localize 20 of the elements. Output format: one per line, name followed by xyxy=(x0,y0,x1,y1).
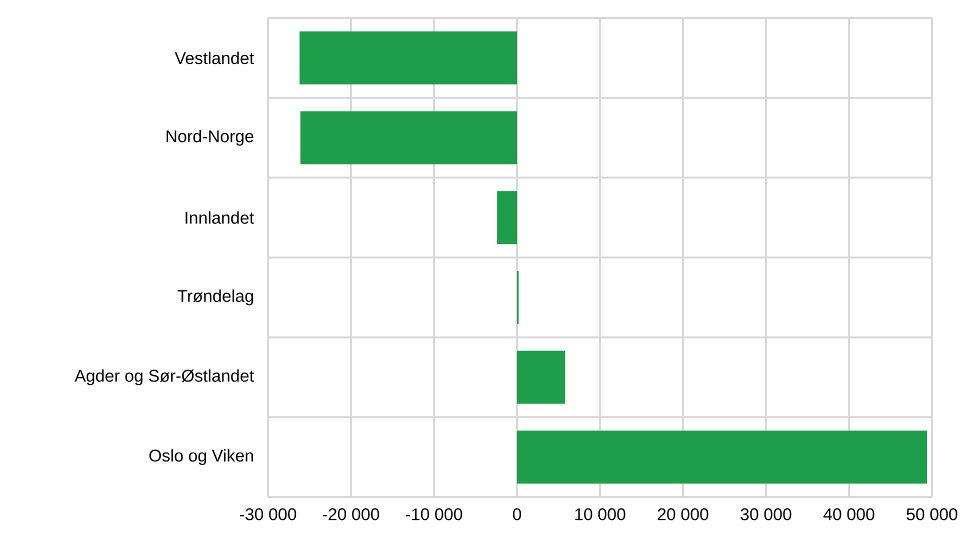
bar xyxy=(517,350,566,404)
y-tick-label: Trøndelag xyxy=(178,289,253,306)
bar xyxy=(300,111,518,164)
bar xyxy=(300,31,518,84)
x-tick-label: -20 000 xyxy=(322,508,380,520)
x-tick-label: 0 xyxy=(512,508,522,520)
bar xyxy=(497,191,518,244)
y-tick-label: Nord-Norge xyxy=(166,130,254,146)
y-tick-label: Oslo og Viken xyxy=(149,449,253,466)
bar xyxy=(517,430,928,484)
x-tick-label: 30 000 xyxy=(740,508,792,520)
y-tick-label: Innlandet xyxy=(186,211,254,224)
x-tick-label: -30 000 xyxy=(240,508,296,520)
x-tick-label: 10 000 xyxy=(575,508,626,520)
x-tick-label: 50 000 xyxy=(906,508,958,520)
x-tick-label: 20 000 xyxy=(658,508,708,520)
y-tick-label: Agder og Sør-Østlandet xyxy=(74,369,254,386)
y-tick-label: Vestlandet xyxy=(174,52,254,64)
x-tick-label: -10 000 xyxy=(406,508,462,520)
x-tick-label: 40 000 xyxy=(823,508,874,520)
